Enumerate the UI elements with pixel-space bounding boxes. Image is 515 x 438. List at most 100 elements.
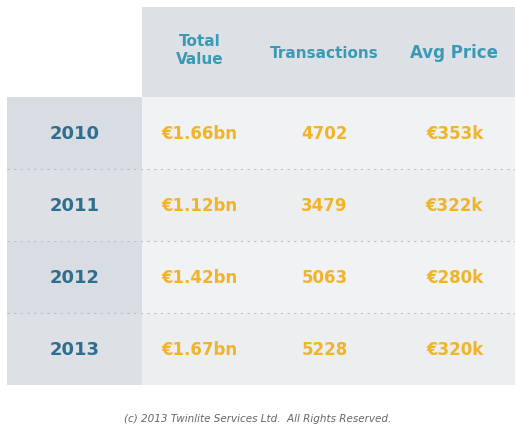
Point (465, 25, 473, 32)
Point (458, 96, 466, 103)
Point (222, 53, 230, 60)
Point (145, 247, 153, 254)
Point (180, 152, 188, 159)
Bar (257, 170, 392, 241)
Point (173, 189, 181, 196)
Point (101, 247, 109, 254)
Point (281, 117, 289, 124)
Point (281, 268, 289, 275)
Point (395, 268, 403, 275)
Point (80, 217, 88, 224)
Point (479, 73, 487, 80)
Point (507, 18, 515, 25)
Point (101, 175, 109, 182)
Point (180, 367, 188, 374)
Point (288, 66, 296, 73)
Point (379, 46, 387, 53)
Point (243, 159, 251, 166)
Text: €1.66bn: €1.66bn (162, 125, 237, 143)
Point (330, 203, 338, 210)
Point (173, 367, 181, 374)
Point (66, 231, 74, 238)
Point (73, 296, 81, 303)
Point (94, 189, 102, 196)
Point (444, 66, 452, 73)
Point (358, 46, 366, 53)
Point (87, 340, 95, 347)
Point (17, 131, 25, 138)
Point (500, 353, 508, 360)
Point (159, 217, 167, 224)
Point (66, 53, 74, 60)
Point (507, 282, 515, 289)
Point (152, 217, 160, 224)
Point (437, 247, 445, 254)
Point (274, 168, 282, 175)
Point (222, 168, 230, 175)
Point (409, 131, 417, 138)
Point (281, 103, 289, 110)
Point (451, 96, 459, 103)
Point (500, 11, 508, 18)
Point (458, 282, 466, 289)
Point (330, 275, 338, 282)
Point (222, 261, 230, 268)
Point (73, 182, 81, 189)
Point (208, 240, 216, 247)
Point (166, 367, 174, 374)
Point (52, 11, 60, 18)
Point (45, 210, 53, 217)
Point (323, 312, 331, 319)
Point (222, 103, 230, 110)
Point (250, 289, 258, 296)
Point (52, 312, 60, 319)
Point (66, 175, 74, 182)
Point (372, 11, 380, 18)
Point (444, 374, 452, 381)
Point (479, 261, 487, 268)
Point (416, 326, 424, 333)
Point (267, 247, 275, 254)
Point (458, 319, 466, 326)
Point (152, 182, 160, 189)
Point (80, 289, 88, 296)
Point (274, 296, 282, 303)
Point (10, 189, 18, 196)
Point (24, 11, 32, 18)
Point (486, 333, 494, 340)
Point (472, 18, 480, 25)
Point (222, 25, 230, 32)
Point (358, 333, 366, 340)
Point (472, 360, 480, 367)
Point (222, 282, 230, 289)
Point (365, 254, 373, 261)
Point (379, 231, 387, 238)
Point (136, 124, 144, 131)
Point (180, 117, 188, 124)
Point (129, 347, 137, 354)
Point (402, 254, 410, 261)
Point (24, 203, 32, 210)
Point (409, 275, 417, 282)
Point (416, 296, 424, 303)
Point (395, 18, 403, 25)
Point (180, 46, 188, 53)
Point (395, 333, 403, 340)
Point (17, 231, 25, 238)
Point (267, 11, 275, 18)
Point (386, 66, 394, 73)
Point (159, 73, 167, 80)
Point (66, 268, 74, 275)
Point (243, 268, 251, 275)
Point (267, 110, 275, 117)
Point (358, 152, 366, 159)
Point (201, 196, 209, 203)
Point (337, 217, 345, 224)
Point (451, 261, 459, 268)
Point (295, 217, 303, 224)
Point (295, 96, 303, 103)
Point (479, 196, 487, 203)
Point (288, 261, 296, 268)
Point (479, 175, 487, 182)
Point (52, 261, 60, 268)
